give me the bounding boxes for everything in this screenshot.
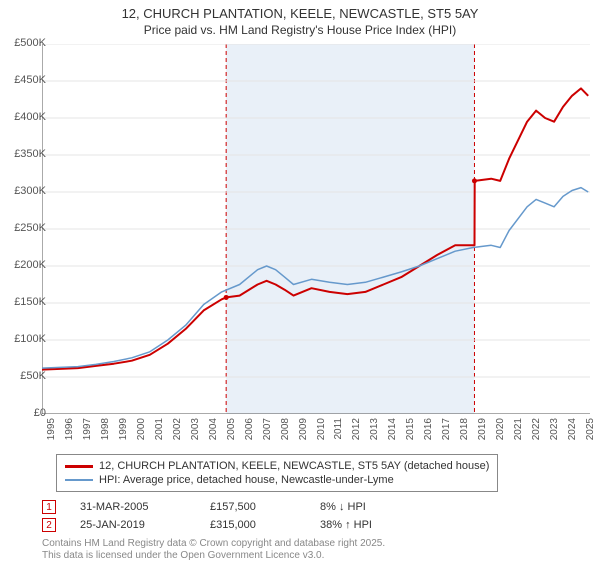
marker-delta-2: 38% ↑ HPI	[320, 519, 420, 531]
x-tick-label: 2011	[333, 418, 344, 448]
chart-area: 12	[42, 44, 590, 414]
x-tick-label: 2013	[369, 418, 380, 448]
attribution-line1: Contains HM Land Registry data © Crown c…	[42, 538, 385, 550]
chart-svg: 12	[42, 44, 590, 414]
x-tick-label: 2018	[459, 418, 470, 448]
attribution: Contains HM Land Registry data © Crown c…	[42, 538, 385, 562]
title-block: 12, CHURCH PLANTATION, KEELE, NEWCASTLE,…	[0, 0, 600, 37]
x-tick-label: 2023	[549, 418, 560, 448]
legend-item-0: 12, CHURCH PLANTATION, KEELE, NEWCASTLE,…	[65, 459, 489, 473]
chart-container: 12, CHURCH PLANTATION, KEELE, NEWCASTLE,…	[0, 0, 600, 560]
marker-price-2: £315,000	[210, 519, 320, 531]
attribution-line2: This data is licensed under the Open Gov…	[42, 550, 385, 562]
x-tick-label: 2001	[154, 418, 165, 448]
marker-date-1: 31-MAR-2005	[80, 501, 210, 513]
x-tick-label: 2022	[531, 418, 542, 448]
marker-row-2: 2 25-JAN-2019 £315,000 38% ↑ HPI	[42, 516, 420, 534]
legend-swatch-1	[65, 479, 93, 481]
x-tick-label: 2007	[262, 418, 273, 448]
x-tick-label: 1997	[82, 418, 93, 448]
legend: 12, CHURCH PLANTATION, KEELE, NEWCASTLE,…	[56, 454, 498, 492]
x-tick-label: 2015	[405, 418, 416, 448]
marker-box-2: 2	[42, 518, 56, 532]
x-tick-label: 2014	[387, 418, 398, 448]
x-tick-label: 2002	[172, 418, 183, 448]
x-tick-label: 2010	[316, 418, 327, 448]
y-tick-label: £0	[4, 407, 46, 419]
marker-box-1: 1	[42, 500, 56, 514]
y-tick-label: £100K	[4, 333, 46, 345]
x-tick-label: 2006	[244, 418, 255, 448]
x-tick-label: 2004	[208, 418, 219, 448]
y-tick-label: £350K	[4, 148, 46, 160]
x-tick-label: 1998	[100, 418, 111, 448]
legend-label-1: HPI: Average price, detached house, Newc…	[99, 474, 394, 486]
y-tick-label: £50K	[4, 370, 46, 382]
x-tick-label: 2000	[136, 418, 147, 448]
x-tick-label: 1995	[46, 418, 57, 448]
marker-delta-1: 8% ↓ HPI	[320, 501, 420, 513]
x-tick-label: 2005	[226, 418, 237, 448]
x-tick-label: 1999	[118, 418, 129, 448]
x-tick-label: 2017	[441, 418, 452, 448]
y-tick-label: £500K	[4, 37, 46, 49]
y-tick-label: £300K	[4, 185, 46, 197]
x-tick-label: 2009	[298, 418, 309, 448]
marker-price-1: £157,500	[210, 501, 320, 513]
x-tick-label: 2008	[280, 418, 291, 448]
x-tick-label: 2021	[513, 418, 524, 448]
x-tick-label: 2016	[423, 418, 434, 448]
y-tick-label: £150K	[4, 296, 46, 308]
legend-label-0: 12, CHURCH PLANTATION, KEELE, NEWCASTLE,…	[99, 460, 489, 472]
marker-row-1: 1 31-MAR-2005 £157,500 8% ↓ HPI	[42, 498, 420, 516]
x-tick-label: 1996	[64, 418, 75, 448]
title-line2: Price paid vs. HM Land Registry's House …	[0, 23, 600, 37]
x-tick-label: 2019	[477, 418, 488, 448]
marker-table: 1 31-MAR-2005 £157,500 8% ↓ HPI 2 25-JAN…	[42, 498, 420, 534]
title-line1: 12, CHURCH PLANTATION, KEELE, NEWCASTLE,…	[0, 6, 600, 21]
legend-item-1: HPI: Average price, detached house, Newc…	[65, 473, 489, 487]
x-tick-label: 2020	[495, 418, 506, 448]
y-tick-label: £450K	[4, 74, 46, 86]
x-tick-label: 2003	[190, 418, 201, 448]
y-tick-label: £400K	[4, 111, 46, 123]
marker-date-2: 25-JAN-2019	[80, 519, 210, 531]
x-tick-label: 2025	[585, 418, 596, 448]
y-tick-label: £250K	[4, 222, 46, 234]
y-tick-label: £200K	[4, 259, 46, 271]
legend-swatch-0	[65, 465, 93, 468]
x-tick-label: 2012	[351, 418, 362, 448]
x-tick-label: 2024	[567, 418, 578, 448]
